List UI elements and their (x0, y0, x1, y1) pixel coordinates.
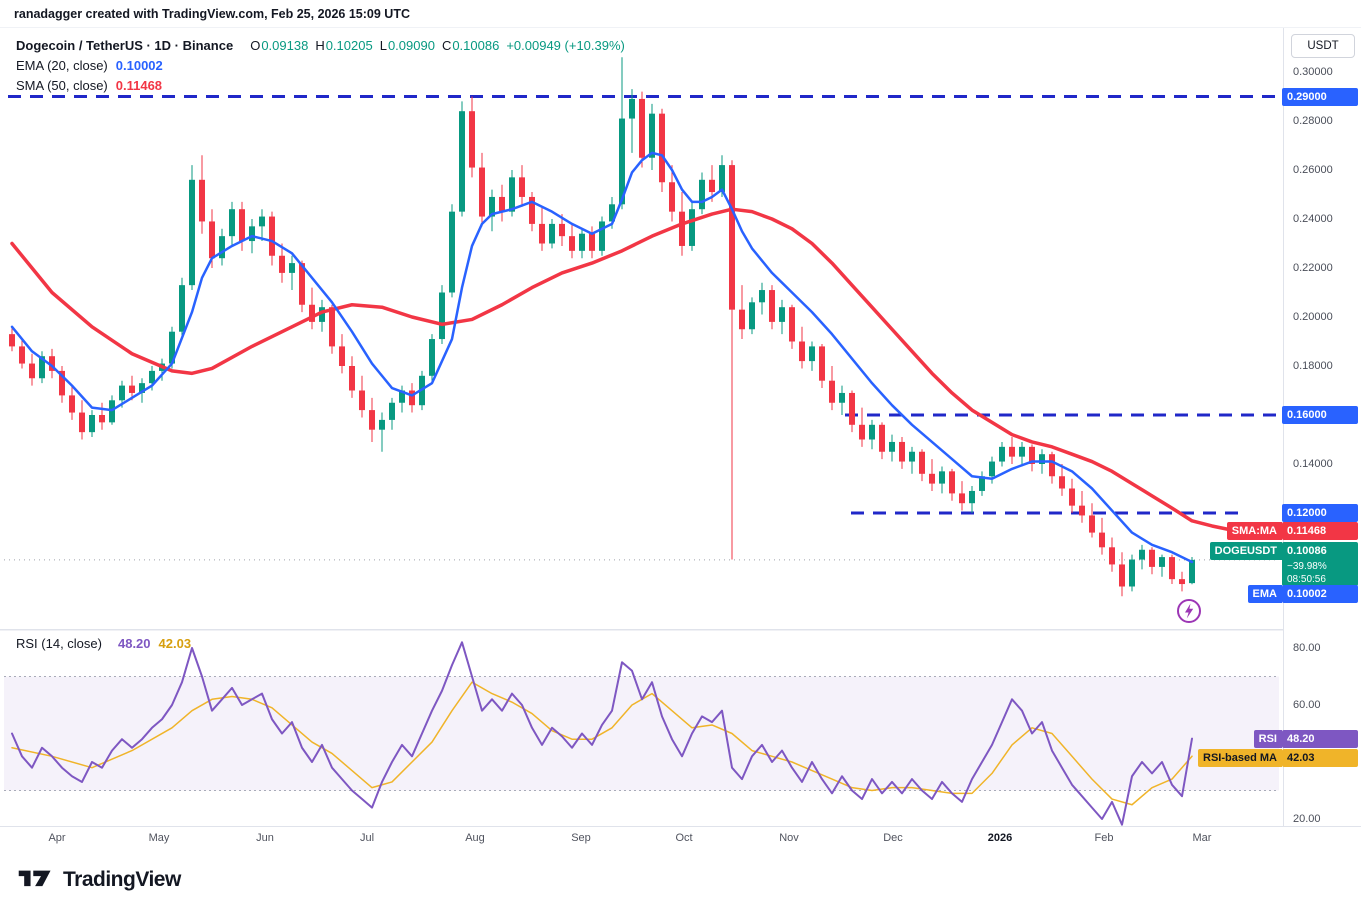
time-label: May (148, 832, 170, 844)
price-scale-tick: 0.28000 (1293, 115, 1333, 127)
ohlc-high-label: H (315, 38, 325, 53)
ohlc-change: +0.00949 (+10.39%) (506, 38, 625, 53)
time-label: Aug (465, 832, 485, 844)
sma-legend-label[interactable]: SMA (50, close) (16, 78, 108, 93)
ohlc-close-label: C (441, 38, 452, 53)
ohlc-open-label: O (250, 38, 261, 53)
rsi-legend-label[interactable]: RSI (14, close) (16, 636, 102, 651)
tradingview-logo-icon (16, 864, 56, 895)
sma-legend-value: 0.11468 (115, 78, 163, 93)
rsi-legend-value: 48.20 (117, 636, 151, 651)
ohlc-low-value: 0.09090 (387, 38, 435, 53)
price-scale-tick: 0.14000 (1293, 458, 1333, 470)
symbol-legend: Dogecoin / TetherUS · 1D · Binance O0.091… (16, 36, 625, 96)
price-scale-tick: 0.26000 (1293, 164, 1333, 176)
ohlc-close-value: 0.10086 (452, 38, 500, 53)
time-label: 2026 (987, 832, 1013, 844)
ohlc-low-label: L (379, 38, 387, 53)
price-scale-tick: 0.24000 (1293, 213, 1333, 225)
tradingview-brand-text: TradingView (63, 867, 181, 891)
price-scale-tick: 0.22000 (1293, 262, 1333, 274)
rsi-legend: RSI (14, close) 48.20 42.03 (16, 636, 191, 651)
pane-separator[interactable] (0, 629, 1361, 630)
symbol-title[interactable]: Dogecoin / TetherUS · 1D · Binance (16, 38, 234, 53)
lightning-icon (1177, 599, 1201, 623)
lightning-bolt-button[interactable] (1176, 598, 1202, 624)
time-label: Sep (571, 832, 591, 844)
price-scale-tick: 0.30000 (1293, 66, 1333, 78)
ohlc-open-value: 0.09138 (261, 38, 309, 53)
time-label: Mar (1192, 832, 1212, 844)
time-label: Apr (48, 832, 66, 844)
time-label: Jun (256, 832, 274, 844)
time-label: Feb (1094, 832, 1114, 844)
price-scale[interactable]: USDT 0.30000 0.28000 0.26000 0.24000 0.22000… (1283, 28, 1361, 826)
rsi-ma-legend-value: 42.03 (158, 636, 192, 651)
time-label: Jul (359, 832, 375, 844)
currency-toggle[interactable]: USDT (1291, 34, 1355, 58)
footer[interactable]: TradingView (16, 864, 181, 895)
ema-legend-value: 0.10002 (115, 58, 163, 73)
price-scale-tick: 0.18000 (1293, 360, 1333, 372)
attribution-bar: ranadagger created with TradingView.com,… (0, 0, 1361, 28)
price-scale-tick: 0.20000 (1293, 311, 1333, 323)
price-scale-tick: 60.00 (1293, 699, 1321, 711)
time-label: Oct (675, 832, 693, 844)
ema-legend-label[interactable]: EMA (20, close) (16, 58, 108, 73)
price-scale-tick: 80.00 (1293, 642, 1321, 654)
time-label: Dec (883, 832, 903, 844)
price-scale-tick: 20.00 (1293, 813, 1321, 825)
ohlc-high-value: 0.10205 (325, 38, 373, 53)
time-axis[interactable]: Apr May Jun Jul Aug Sep Oct Nov Dec 2026 Feb Mar (0, 826, 1361, 851)
time-label: Nov (779, 832, 799, 844)
chart-svg[interactable] (0, 28, 1283, 826)
attribution-text: ranadagger created with TradingView.com,… (14, 6, 410, 21)
